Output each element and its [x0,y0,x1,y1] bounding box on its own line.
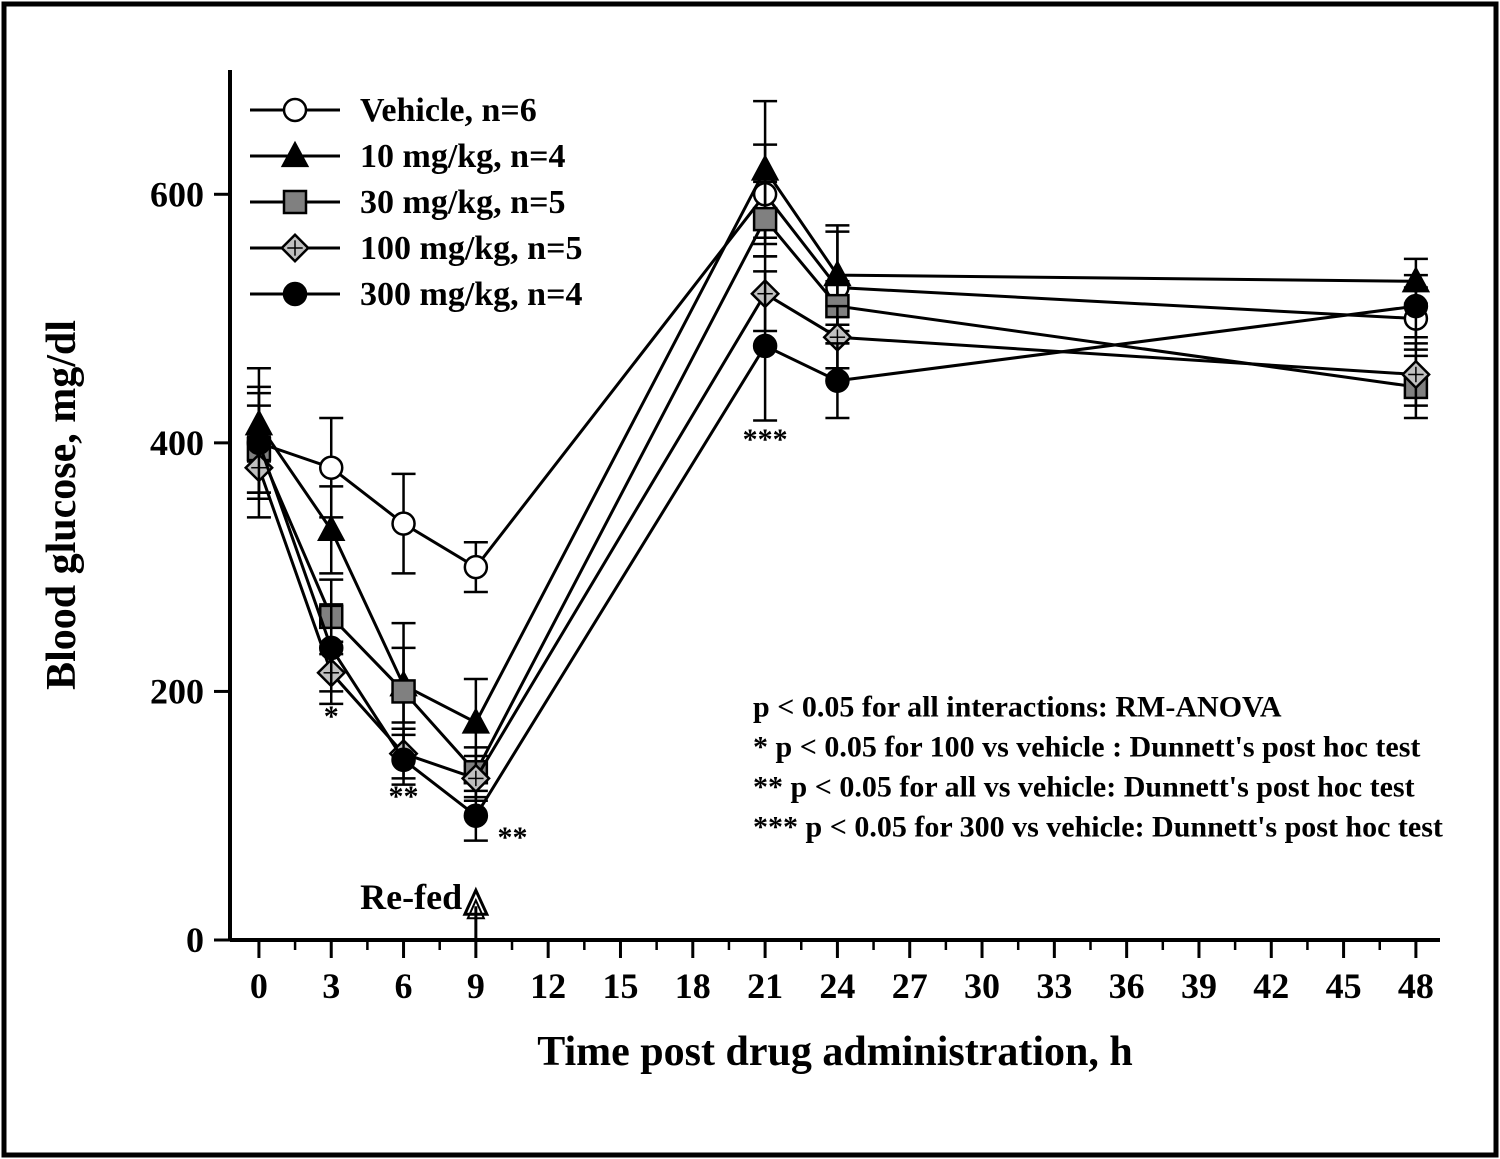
x-tick-label: 12 [530,966,566,1006]
x-tick-label: 6 [395,966,413,1006]
stats-annotation: p < 0.05 for all interactions: RM-ANOVA [753,690,1282,723]
annotation: Re-fed [360,877,462,917]
legend-label: 300 mg/kg, n=4 [360,276,582,313]
x-axis-label: Time post drug administration, h [537,1029,1133,1075]
stats-annotation: *** p < 0.05 for 300 vs vehicle: Dunnett… [753,810,1443,843]
y-tick-label: 400 [150,423,204,463]
x-tick-label: 9 [467,966,485,1006]
refed-arrow-icon [465,890,487,940]
legend-label: 10 mg/kg, n=4 [360,138,565,175]
legend-label: 100 mg/kg, n=5 [360,230,582,267]
y-tick-label: 200 [150,671,204,711]
x-tick-label: 18 [675,966,711,1006]
x-tick-label: 48 [1398,966,1434,1006]
x-tick-label: 21 [747,966,783,1006]
x-tick-label: 45 [1326,966,1362,1006]
stats-annotation: * p < 0.05 for 100 vs vehicle : Dunnett'… [753,730,1420,763]
x-tick-label: 0 [250,966,268,1006]
legend: Vehicle, n=6 10 mg/kg, n=4 30 mg/kg, n=5 10… [250,92,582,313]
x-tick-label: 30 [964,966,1000,1006]
annotation: ** [389,780,419,813]
x-tick-label: 27 [892,966,928,1006]
x-tick-label: 36 [1109,966,1145,1006]
legend-label: Vehicle, n=6 [360,92,537,129]
x-tick-label: 33 [1036,966,1072,1006]
x-tick-label: 24 [819,966,855,1006]
annotation: ** [498,821,528,854]
x-tick-label: 39 [1181,966,1217,1006]
legend-label: 30 mg/kg, n=5 [360,184,565,221]
x-tick-label: 3 [322,966,340,1006]
x-tick-label: 15 [602,966,638,1006]
stats-annotation: ** p < 0.05 for all vs vehicle: Dunnett'… [753,770,1415,803]
y-tick-label: 600 [150,174,204,214]
annotation: * [324,700,339,733]
glucose-time-chart: 0200400600036912151821242730333639424548… [0,0,1500,1159]
annotation: *** [743,423,788,456]
y-axis-label: Blood glucose, mg/dl [39,320,85,690]
y-tick-label: 0 [186,920,204,960]
x-tick-label: 42 [1253,966,1289,1006]
